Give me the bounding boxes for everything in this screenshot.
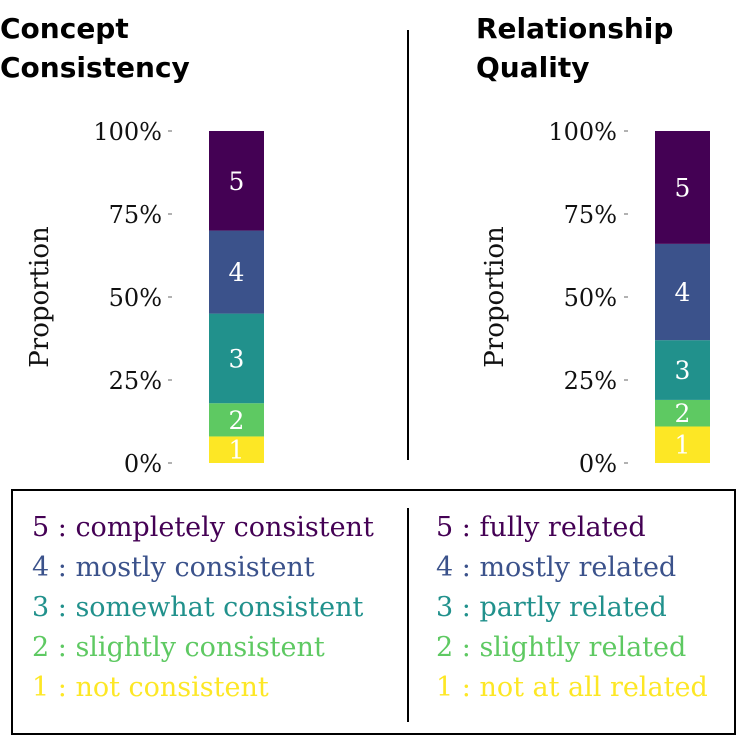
bar-segment-2 xyxy=(209,403,264,437)
y-tick-label: 25% xyxy=(109,367,162,395)
bar-segment-4 xyxy=(209,230,264,314)
legend-entry-5: 5 : fully related xyxy=(436,512,646,543)
bar-segment-label: 2 xyxy=(675,399,691,428)
chart-title-line: Consistency xyxy=(0,51,190,84)
bar-segment-5 xyxy=(209,131,264,231)
bar-segment-label: 2 xyxy=(229,406,245,435)
bar-segment-label: 1 xyxy=(229,436,245,465)
legend-entry-2: 2 : slightly related xyxy=(436,632,686,663)
bar-segment-label: 5 xyxy=(229,167,245,196)
bar-segment-5 xyxy=(655,131,710,244)
bar-segment-label: 3 xyxy=(229,344,245,373)
legend-entry-4: 4 : mostly consistent xyxy=(32,552,315,583)
bar-segment-3 xyxy=(209,313,264,404)
legend-entry-3: 3 : somewhat consistent xyxy=(32,592,363,623)
y-tick-label: 0% xyxy=(579,450,617,478)
legend-entry-2: 2 : slightly consistent xyxy=(32,632,325,663)
y-axis-label: Proportion xyxy=(25,226,55,368)
legend-entry-4: 4 : mostly related xyxy=(436,552,676,583)
bar-segment-2 xyxy=(655,399,710,427)
y-tick-label: 25% xyxy=(564,367,617,395)
chart-panel-2: Relationship Quality Proportion 0% 25% 50% 75%… xyxy=(476,12,710,478)
bar-segment-3 xyxy=(655,340,710,400)
bar-segment-label: 3 xyxy=(675,356,691,385)
bar-segment-label: 1 xyxy=(675,431,691,460)
y-tick-label: 75% xyxy=(109,201,162,229)
bar-segment-1 xyxy=(655,426,710,463)
legend-entry-1: 1 : not at all related xyxy=(436,672,708,703)
legend-entry-3: 3 : partly related xyxy=(436,592,667,623)
bar-segment-label: 5 xyxy=(675,173,691,202)
y-tick-label: 100% xyxy=(548,118,617,146)
chart-panel-1: Concept Consistency Proportion 0% 25% 50% 75% 1… xyxy=(0,12,264,478)
y-tick-label: 100% xyxy=(93,118,162,146)
y-axis-label: Proportion xyxy=(480,226,510,368)
bar-segment-1 xyxy=(209,436,264,463)
y-tick-label: 50% xyxy=(564,284,617,312)
y-tick-label: 0% xyxy=(124,450,162,478)
bar-segment-4 xyxy=(655,243,710,341)
legend-entry-1: 1 : not consistent xyxy=(32,672,269,703)
chart-title-line: Concept xyxy=(0,12,129,45)
chart-title-line: Relationship xyxy=(476,12,673,45)
y-tick-label: 75% xyxy=(564,201,617,229)
chart-title-line: Quality xyxy=(476,51,589,84)
legend-entry-5: 5 : completely consistent xyxy=(32,512,374,543)
bar-segment-label: 4 xyxy=(675,278,691,307)
bar-segment-label: 4 xyxy=(229,258,245,287)
legend-box xyxy=(11,489,736,735)
y-tick-label: 50% xyxy=(109,284,162,312)
